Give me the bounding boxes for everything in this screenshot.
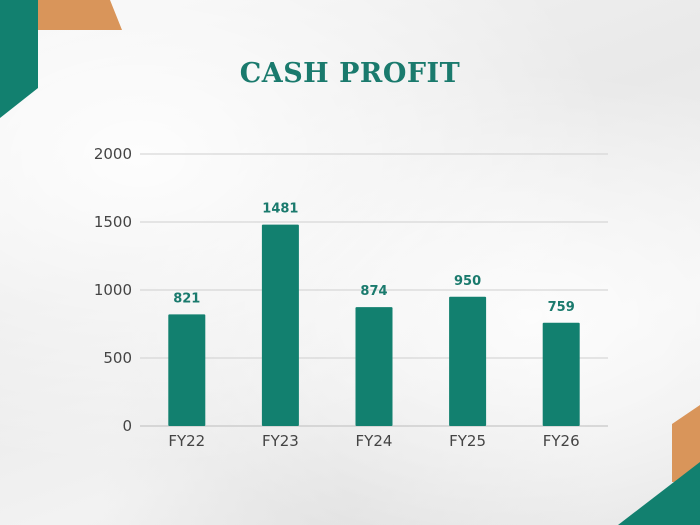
y-axis-ticks: 0 500 1000 1500 2000: [94, 145, 132, 435]
data-label: 874: [360, 284, 387, 299]
data-label: 1481: [262, 202, 298, 217]
bottom-right-teal-shape: [618, 462, 700, 525]
x-tick-label: FY26: [543, 432, 580, 450]
bar: [355, 307, 393, 426]
bar: [261, 224, 299, 426]
data-label: 759: [548, 300, 575, 315]
top-left-orange-shape: [38, 0, 122, 30]
y-tick-label: 2000: [94, 145, 132, 163]
y-tick-label: 1500: [94, 213, 132, 231]
x-tick-label: FY23: [262, 432, 299, 450]
y-tick-label: 1000: [94, 281, 132, 299]
bar: [168, 314, 206, 426]
y-tick-label: 500: [103, 349, 132, 367]
x-tick-label: FY24: [356, 432, 393, 450]
bar: [542, 322, 580, 426]
data-label: 821: [173, 291, 200, 306]
chart-title: CASH PROFIT: [239, 58, 461, 89]
data-labels: 821 1481 874 950 759: [173, 202, 575, 315]
x-axis-ticks: FY22 FY23 FY24 FY25 FY26: [168, 432, 579, 450]
y-tick-label: 0: [122, 417, 132, 435]
bottom-right-orange-shape: [672, 405, 700, 482]
x-tick-label: FY25: [449, 432, 486, 450]
data-label: 950: [454, 274, 481, 289]
x-tick-label: FY22: [168, 432, 205, 450]
top-left-teal-shape: [0, 0, 38, 118]
bar: [449, 296, 487, 426]
bars: [168, 224, 580, 426]
